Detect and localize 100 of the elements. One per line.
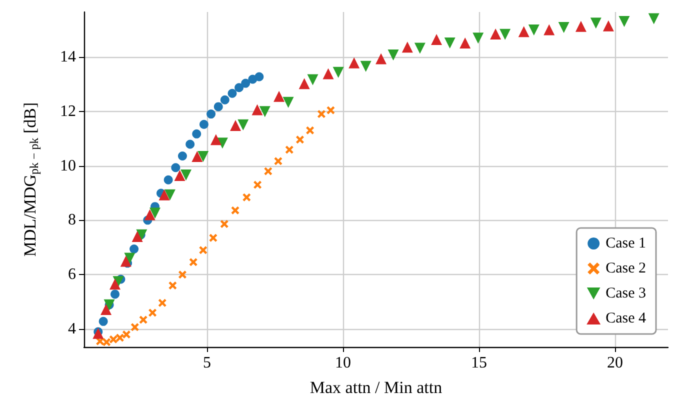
x-tick-label: 15 xyxy=(470,354,487,372)
legend-label: Case 3 xyxy=(606,286,646,302)
point xyxy=(209,234,218,242)
point xyxy=(100,304,112,315)
point xyxy=(307,74,318,86)
point xyxy=(648,13,660,24)
point xyxy=(158,189,170,200)
point xyxy=(199,120,208,129)
point xyxy=(124,252,136,264)
point xyxy=(149,208,160,219)
point xyxy=(130,323,139,332)
point xyxy=(132,231,143,242)
point xyxy=(192,151,203,162)
point xyxy=(220,220,228,228)
point xyxy=(228,88,237,98)
point xyxy=(376,53,387,64)
point xyxy=(306,126,314,134)
point xyxy=(102,338,111,346)
point xyxy=(242,193,251,202)
point xyxy=(109,335,118,344)
legend-label: Case 2 xyxy=(606,260,646,276)
point xyxy=(92,328,104,339)
point xyxy=(558,22,570,34)
point xyxy=(472,32,484,44)
point xyxy=(388,50,399,60)
point xyxy=(500,28,511,40)
point xyxy=(402,42,413,53)
point xyxy=(139,316,148,324)
point xyxy=(164,175,173,184)
point xyxy=(444,38,456,49)
point xyxy=(602,20,614,32)
x-axis-title: Max attn / Min attn xyxy=(310,378,443,397)
point xyxy=(326,106,335,114)
point xyxy=(332,66,344,78)
point xyxy=(322,68,334,80)
point xyxy=(590,18,602,29)
y-tick-label: 10 xyxy=(60,157,76,174)
point xyxy=(254,72,264,82)
point xyxy=(259,106,270,118)
point xyxy=(180,170,192,181)
point xyxy=(238,119,249,130)
point xyxy=(296,136,304,144)
point xyxy=(360,60,372,72)
point xyxy=(490,28,502,40)
point xyxy=(544,24,555,36)
x-tick-label: 5 xyxy=(202,354,211,372)
point xyxy=(220,95,230,104)
point xyxy=(158,298,166,307)
y-tick-label: 4 xyxy=(68,320,76,338)
point xyxy=(144,209,156,220)
x-tick-label: 10 xyxy=(334,354,351,372)
point xyxy=(274,90,285,102)
y-tick-label: 12 xyxy=(60,102,76,120)
y-tick-label: 14 xyxy=(60,48,76,66)
point xyxy=(285,146,294,154)
y-tick-label: 6 xyxy=(68,266,76,284)
point xyxy=(122,330,130,338)
point xyxy=(178,270,186,279)
point xyxy=(206,110,216,119)
point xyxy=(110,290,120,299)
legend-label: Case 4 xyxy=(606,310,646,326)
y-tick-label: 8 xyxy=(68,212,76,229)
point xyxy=(274,157,282,166)
point xyxy=(171,163,180,172)
point xyxy=(120,256,132,267)
point xyxy=(618,16,630,28)
legend-label: Case 1 xyxy=(606,236,646,252)
point xyxy=(216,138,228,149)
point xyxy=(148,308,157,317)
point xyxy=(116,334,124,342)
x-tick-label: 20 xyxy=(606,354,623,372)
point xyxy=(189,258,198,266)
point xyxy=(198,151,209,162)
point xyxy=(174,170,186,182)
point xyxy=(414,42,426,54)
point xyxy=(98,316,108,326)
point xyxy=(282,96,294,108)
point xyxy=(264,167,272,176)
point xyxy=(110,278,121,290)
point xyxy=(234,83,244,92)
point xyxy=(168,281,177,290)
point xyxy=(164,189,176,200)
point xyxy=(210,134,222,146)
point xyxy=(317,110,326,118)
point xyxy=(575,20,586,32)
y-axis-title: MDL/MDGpk − pk [dB] xyxy=(20,102,41,257)
point xyxy=(231,206,240,214)
point xyxy=(214,102,223,112)
point xyxy=(431,34,442,45)
point xyxy=(178,151,187,160)
point xyxy=(241,78,250,88)
point xyxy=(252,104,263,116)
point xyxy=(298,78,310,90)
point xyxy=(518,26,530,38)
point xyxy=(254,180,262,189)
point xyxy=(192,129,202,138)
point xyxy=(230,120,242,131)
point xyxy=(130,244,139,254)
point xyxy=(460,38,471,49)
point xyxy=(528,24,540,36)
